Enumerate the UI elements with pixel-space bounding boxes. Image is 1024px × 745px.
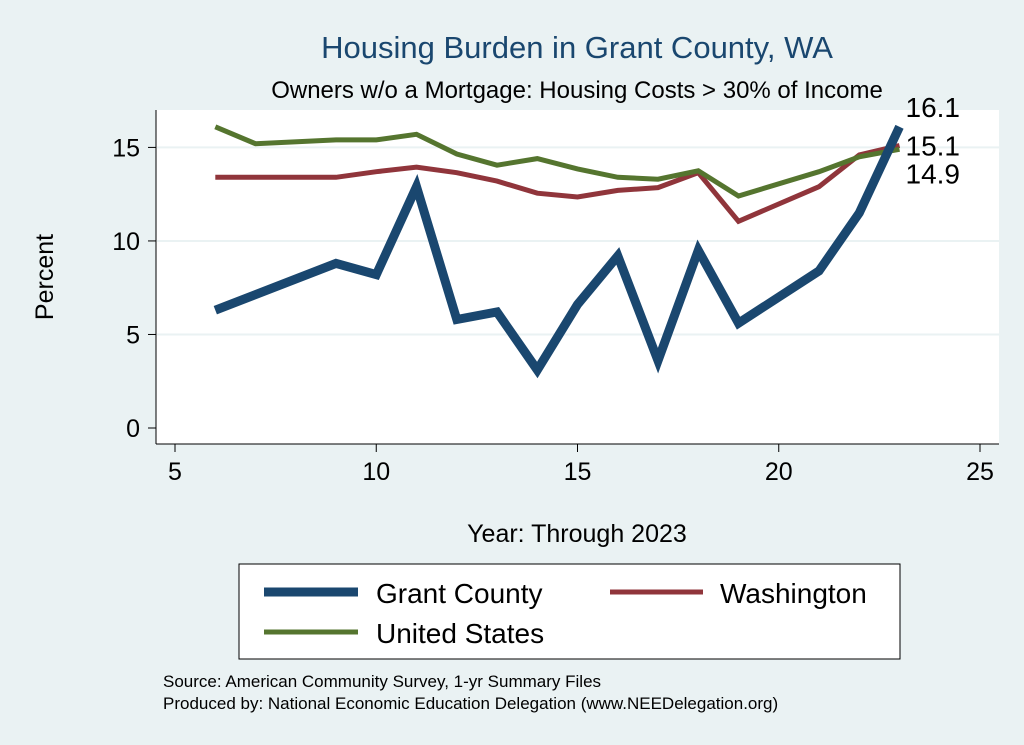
legend-label-united-states: United States: [376, 618, 544, 649]
y-tick-label: 5: [126, 321, 140, 349]
end-label-washington: 15.1: [906, 131, 961, 162]
chart-title: Housing Burden in Grant County, WA: [321, 30, 833, 65]
source-note: Source: American Community Survey, 1-yr …: [163, 672, 601, 691]
legend: Grant County Washington United States: [238, 563, 901, 660]
series-line-washington: [215, 143, 901, 225]
end-labels: 16.1 15.114.9: [906, 92, 961, 189]
x-tick-label: 25: [966, 458, 994, 486]
y-tick-label: 15: [112, 134, 140, 162]
y-tick-label: 10: [112, 228, 140, 256]
series-lines: [213, 124, 904, 379]
gridlines: [157, 146, 999, 336]
chart-subtitle: Owners w/o a Mortgage: Housing Costs > 3…: [271, 77, 883, 104]
legend-box: [238, 563, 901, 660]
plot-background: [156, 110, 999, 444]
legend-label-washington: Washington: [720, 578, 867, 609]
x-tick-label: 5: [168, 458, 182, 486]
legend-label-grant-county: Grant County: [376, 578, 543, 609]
x-tick-label: 20: [765, 458, 793, 486]
x-axis-label: Year: Through 2023: [467, 520, 687, 548]
series-line-grant-county: [213, 124, 904, 379]
end-label-grant-county: 16.1: [906, 92, 961, 123]
y-tick-label: 0: [126, 415, 140, 443]
y-axis-label: Percent: [31, 234, 59, 320]
end-label-united-states: 14.9: [906, 158, 961, 189]
produced-by-note: Produced by: National Economic Education…: [163, 694, 778, 713]
x-tick-label: 10: [362, 458, 390, 486]
x-tick-label: 15: [564, 458, 592, 486]
series-line-united-states: [214, 124, 900, 199]
